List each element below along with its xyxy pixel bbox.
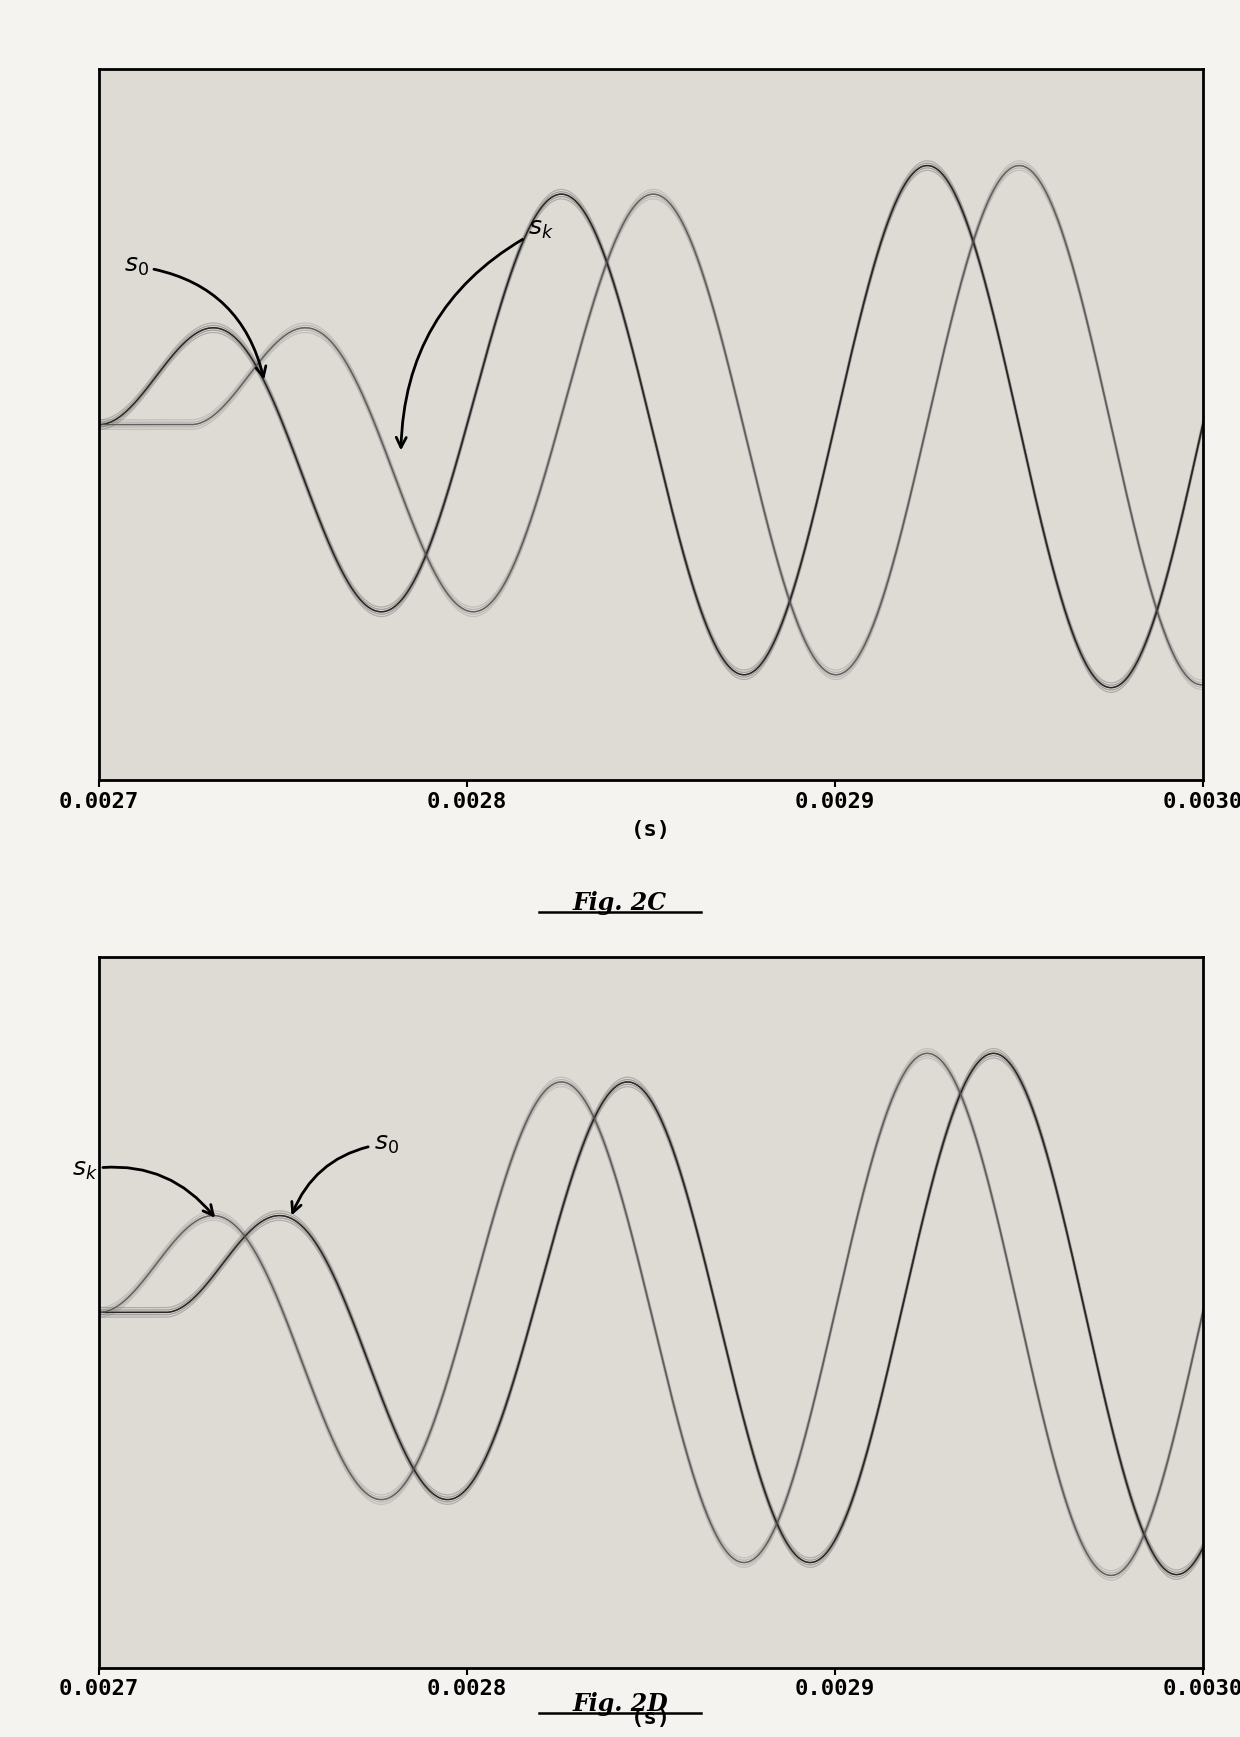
Text: $s_0$: $s_0$ [124, 254, 265, 377]
X-axis label: (s): (s) [631, 820, 671, 841]
Text: $s_0$: $s_0$ [291, 1131, 398, 1212]
Text: Fig. 2C: Fig. 2C [573, 891, 667, 915]
Text: $s_k$: $s_k$ [72, 1159, 213, 1216]
Text: $s_k$: $s_k$ [397, 217, 553, 448]
X-axis label: (s): (s) [631, 1707, 671, 1728]
Text: Fig. 2D: Fig. 2D [572, 1692, 668, 1716]
